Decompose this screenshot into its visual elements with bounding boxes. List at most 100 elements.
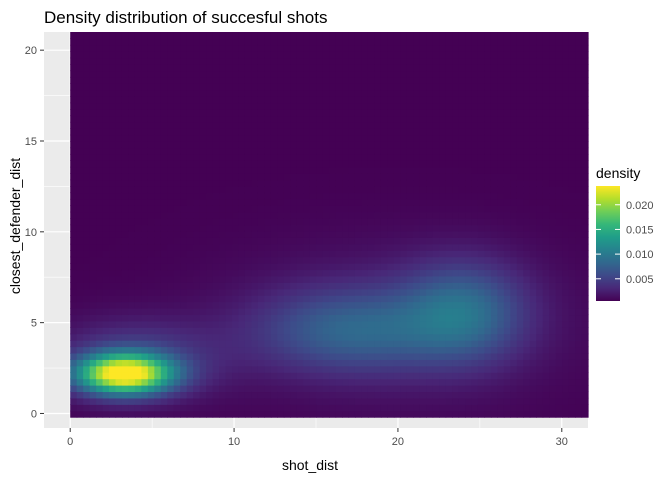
- density-tile: [413, 218, 421, 226]
- density-tile: [173, 301, 181, 309]
- density-tile: [452, 397, 460, 405]
- density-tile: [257, 295, 265, 303]
- density-tile: [374, 372, 382, 380]
- density-tile: [503, 153, 511, 161]
- density-tile: [296, 70, 304, 78]
- density-tile: [290, 128, 298, 136]
- density-tile: [426, 410, 434, 418]
- density-tile: [238, 352, 246, 360]
- density-tile: [445, 301, 453, 309]
- density-tile: [206, 269, 214, 277]
- density-tile: [277, 282, 285, 290]
- density-tile: [510, 205, 518, 213]
- density-tile: [445, 147, 453, 155]
- density-tile: [490, 128, 498, 136]
- density-tile: [536, 57, 544, 65]
- density-tile: [458, 333, 466, 341]
- density-tile: [309, 186, 317, 194]
- density-tile: [83, 327, 91, 335]
- density-tile: [445, 365, 453, 373]
- density-tile: [296, 320, 304, 328]
- density-tile: [426, 320, 434, 328]
- density-tile: [102, 346, 110, 354]
- density-tile: [342, 128, 350, 136]
- density-tile: [173, 237, 181, 245]
- density-tile: [83, 359, 91, 367]
- density-tile: [439, 128, 447, 136]
- density-tile: [180, 256, 188, 264]
- density-tile: [251, 64, 259, 72]
- density-tile: [575, 147, 583, 155]
- density-tile: [238, 391, 246, 399]
- density-tile: [180, 192, 188, 200]
- density-tile: [529, 346, 537, 354]
- density-tile: [465, 192, 473, 200]
- density-tile: [180, 372, 188, 380]
- density-tile: [141, 192, 149, 200]
- density-tile: [542, 166, 550, 174]
- density-tile: [536, 102, 544, 110]
- density-tile: [109, 96, 117, 104]
- density-tile: [426, 121, 434, 129]
- density-tile: [270, 275, 278, 283]
- density-tile: [439, 32, 447, 40]
- density-tile: [121, 314, 130, 322]
- density-tile: [536, 38, 544, 46]
- density-tile: [484, 147, 492, 155]
- density-tile: [89, 333, 97, 341]
- density-tile: [212, 352, 220, 360]
- density-tile: [109, 230, 117, 238]
- density-tile: [219, 288, 227, 296]
- density-tile: [270, 102, 278, 110]
- density-tile: [206, 404, 214, 412]
- density-tile: [354, 128, 363, 136]
- density-tile: [335, 352, 343, 360]
- density-tile: [575, 404, 583, 412]
- density-tile: [348, 160, 356, 168]
- density-tile: [212, 314, 220, 322]
- density-tile: [568, 198, 576, 206]
- density-tile: [251, 256, 259, 264]
- density-tile: [367, 340, 376, 348]
- density-tile: [257, 320, 265, 328]
- density-tile: [432, 70, 440, 78]
- density-tile: [167, 109, 175, 117]
- density-tile: [393, 256, 401, 264]
- density-tile: [147, 224, 155, 232]
- density-tile: [348, 346, 356, 354]
- density-tile: [316, 346, 324, 354]
- density-tile: [413, 109, 421, 117]
- density-tile: [490, 346, 498, 354]
- density-tile: [361, 282, 369, 290]
- density-tile: [581, 224, 589, 232]
- density-tile: [173, 57, 181, 65]
- density-tile: [387, 44, 395, 52]
- density-tile: [406, 173, 414, 181]
- density-tile: [542, 333, 550, 341]
- density-tile: [549, 198, 557, 206]
- density-tile: [562, 32, 570, 40]
- density-tile: [115, 218, 123, 226]
- density-tile: [516, 160, 524, 168]
- density-tile: [393, 346, 401, 354]
- density-tile: [503, 385, 511, 393]
- density-tile: [387, 307, 395, 316]
- density-tile: [238, 115, 246, 123]
- density-tile: [575, 115, 583, 123]
- density-tile: [154, 359, 162, 367]
- density-tile: [374, 327, 382, 335]
- density-tile: [199, 391, 207, 399]
- density-tile: [516, 121, 524, 129]
- density-tile: [439, 288, 447, 296]
- density-tile: [115, 51, 123, 59]
- density-tile: [238, 109, 246, 117]
- density-tile: [516, 320, 524, 328]
- density-tile: [76, 275, 84, 283]
- density-tile: [283, 282, 291, 290]
- density-tile: [83, 372, 91, 380]
- density-tile: [497, 192, 505, 200]
- density-tile: [193, 404, 201, 412]
- density-tile: [219, 76, 227, 84]
- density-tile: [497, 102, 505, 110]
- density-tile: [510, 340, 518, 348]
